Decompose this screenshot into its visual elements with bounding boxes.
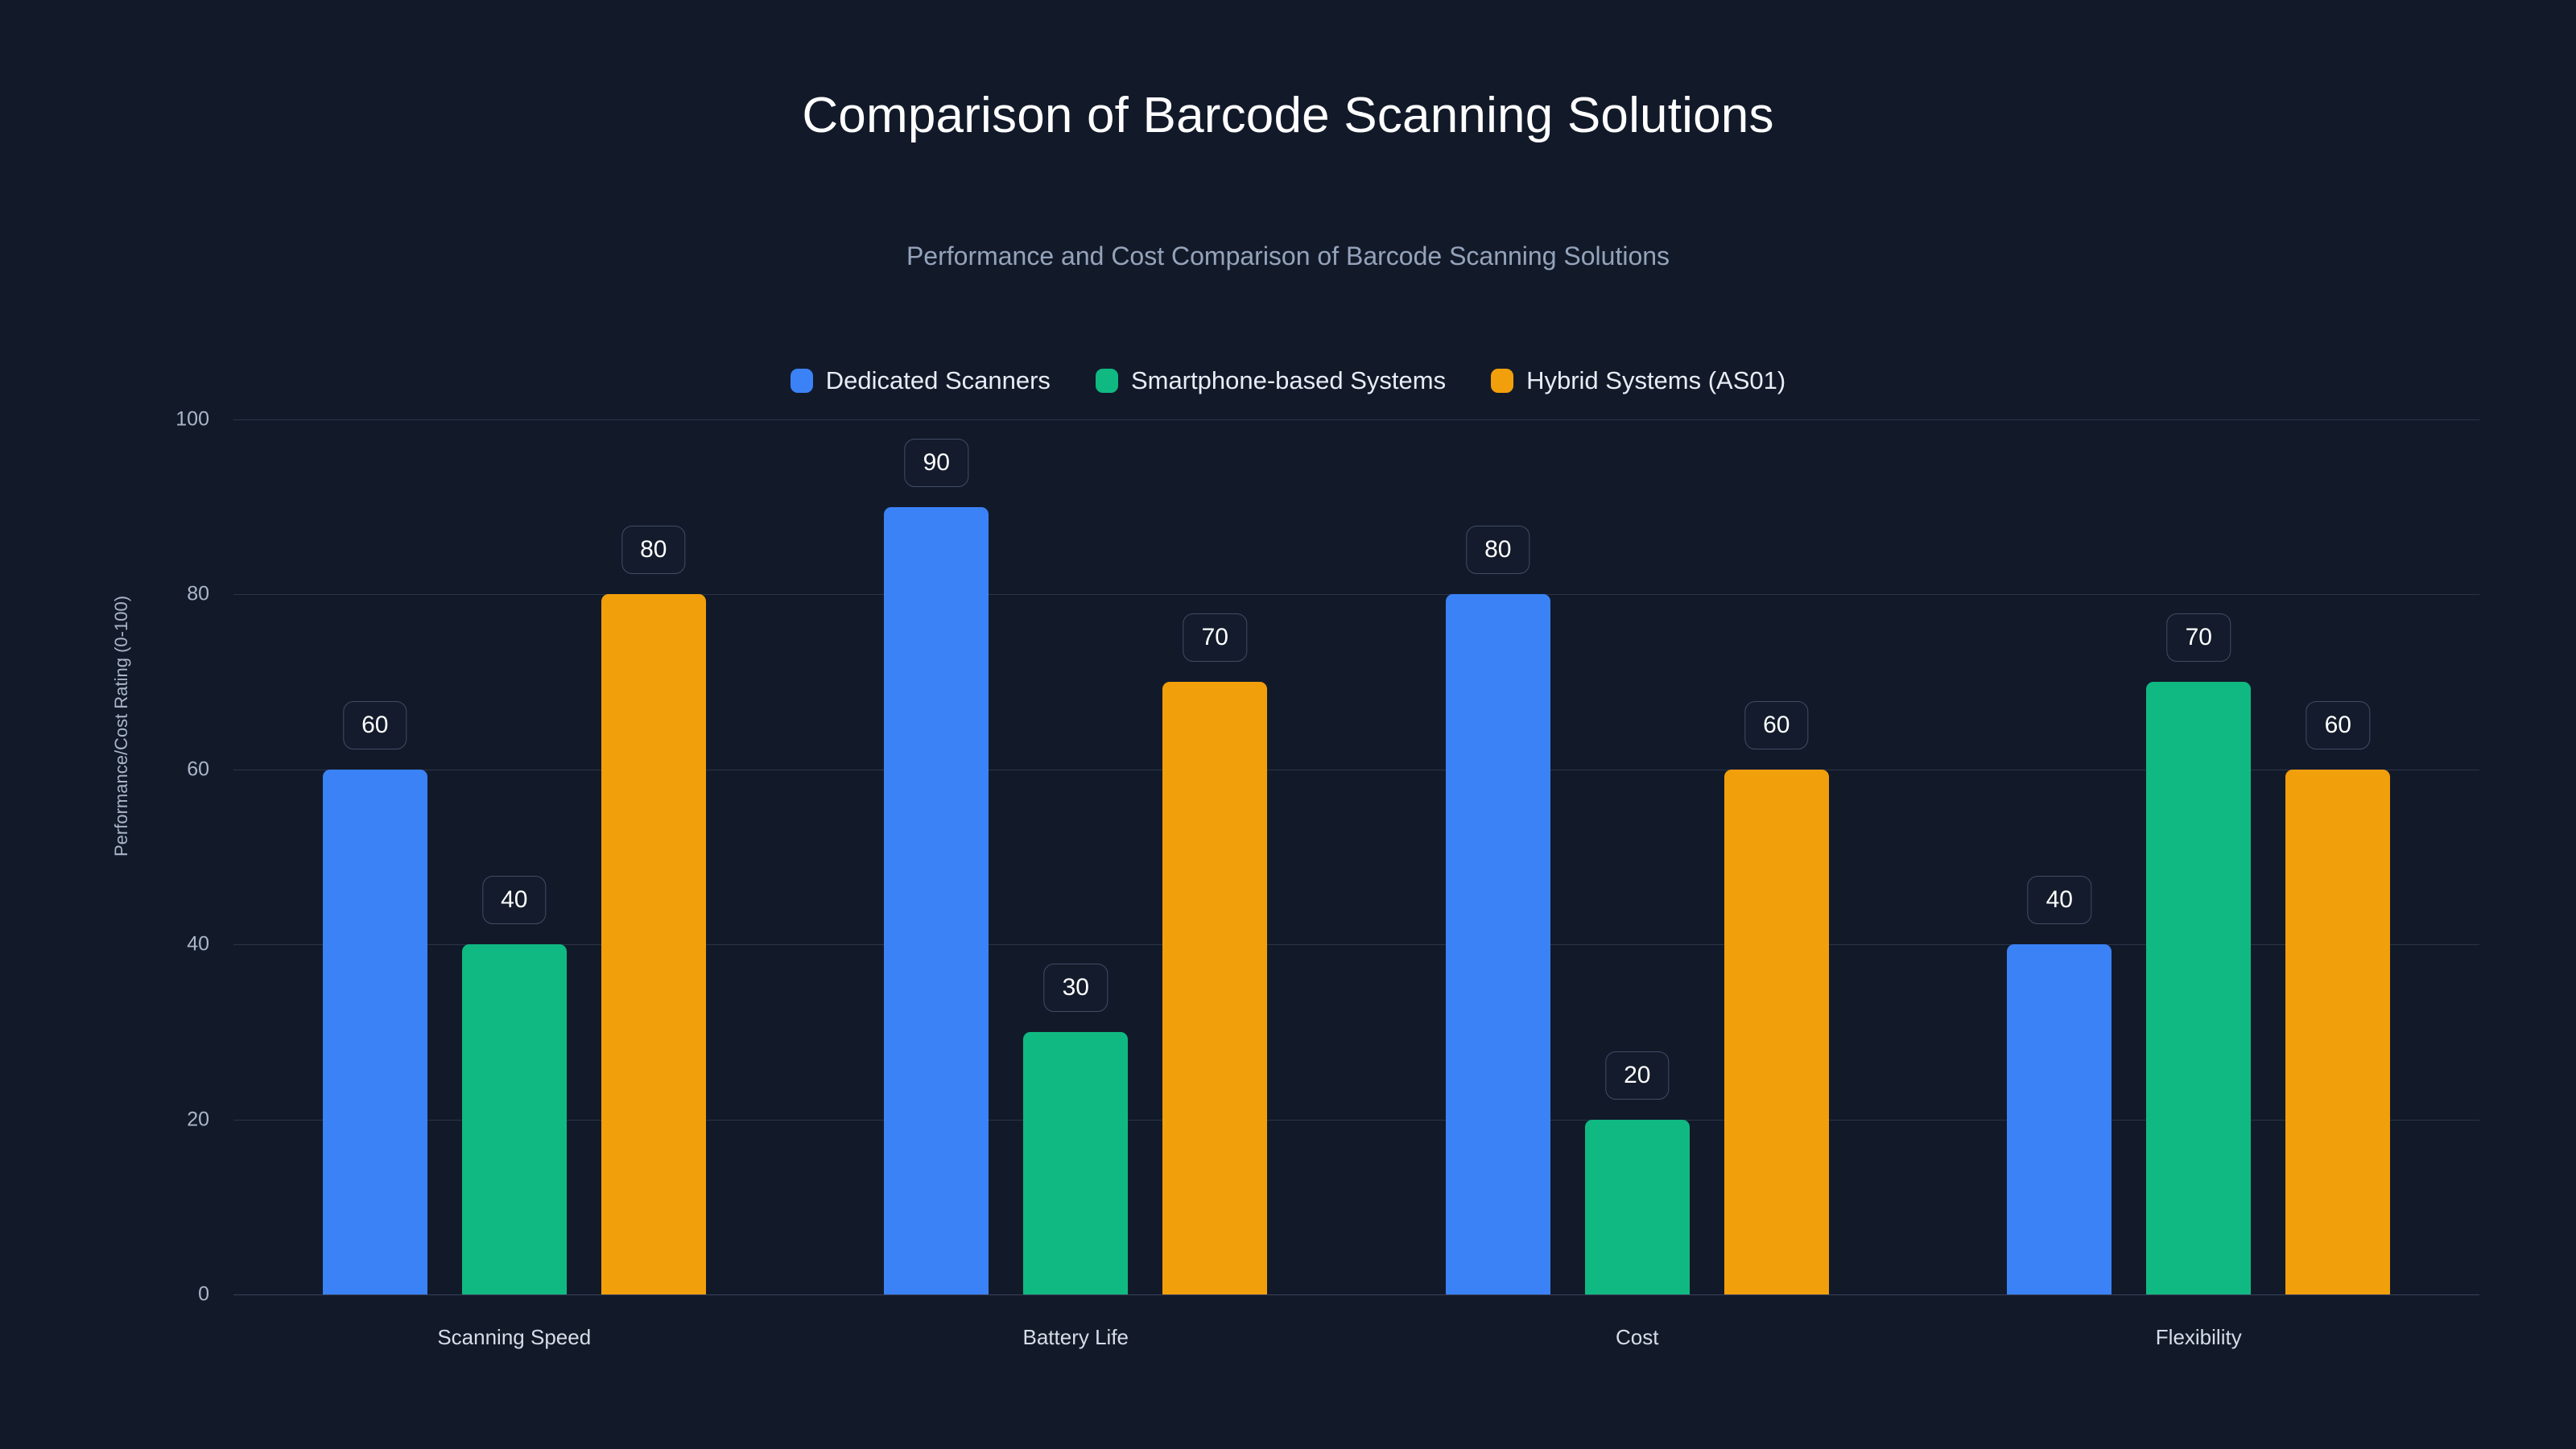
bar-value-label: 90 <box>904 438 968 487</box>
legend-item[interactable]: Hybrid Systems (AS01) <box>1491 366 1785 395</box>
legend-item-label: Dedicated Scanners <box>825 366 1051 394</box>
bar[interactable] <box>1724 769 1829 1294</box>
y-axis-tick-label: 40 <box>187 932 209 956</box>
bar-value-label: 60 <box>1744 700 1809 749</box>
x-axis-category-label: Flexibility <box>2155 1325 2242 1349</box>
bar-value-label: 60 <box>343 700 407 749</box>
bar-value-label: 30 <box>1043 963 1108 1012</box>
bar[interactable] <box>1445 594 1550 1294</box>
bar-value-label: 80 <box>621 526 686 575</box>
bar[interactable] <box>322 769 427 1294</box>
legend-swatch-icon <box>1491 369 1514 393</box>
bar-value-label: 20 <box>1605 1051 1670 1100</box>
chart-title: Comparison of Barcode Scanning Solutions <box>802 88 1774 143</box>
gridline <box>233 419 2479 420</box>
legend-item[interactable]: Smartphone-based Systems <box>1095 366 1447 395</box>
y-axis-tick-label: 60 <box>187 758 209 781</box>
y-axis-tick-label: 0 <box>198 1282 209 1306</box>
legend-swatch-icon <box>790 369 813 393</box>
gridline <box>233 594 2479 596</box>
bar-value-label: 80 <box>1466 526 1530 575</box>
bar[interactable] <box>2285 769 2391 1294</box>
bar[interactable] <box>884 506 989 1294</box>
bar[interactable] <box>1584 1119 1690 1294</box>
x-axis-category-label: Battery Life <box>1022 1325 1129 1349</box>
y-axis-tick-label: 100 <box>175 407 209 431</box>
legend-item-label: Hybrid Systems (AS01) <box>1526 366 1786 394</box>
gridline <box>233 1119 2479 1121</box>
bar[interactable] <box>1162 682 1268 1294</box>
bar[interactable] <box>1023 1031 1129 1294</box>
bar[interactable] <box>461 944 567 1294</box>
bar[interactable] <box>2146 682 2252 1294</box>
legend-item[interactable]: Dedicated Scanners <box>790 366 1051 395</box>
bar-value-label: 40 <box>482 876 547 925</box>
bar-value-label: 70 <box>1183 613 1247 663</box>
bar[interactable] <box>601 594 706 1294</box>
bar-value-label: 70 <box>2166 613 2231 663</box>
bar-value-label: 60 <box>2306 700 2370 749</box>
legend-item-label: Smartphone-based Systems <box>1130 366 1447 394</box>
y-axis-tick-label: 20 <box>187 1108 209 1131</box>
bar[interactable] <box>2007 944 2112 1294</box>
y-axis-title: Performance/Cost Rating (0-100) <box>111 595 131 857</box>
x-axis-category-label: Cost <box>1616 1325 1659 1349</box>
x-axis-category-label: Scanning Speed <box>437 1325 592 1349</box>
chart-legend: Dedicated Scanners Smartphone-based Syste… <box>0 366 2576 395</box>
plot-area: 0 20 40 60 80 100 60 40 80 Scanning Speed 90 30 70 Ba… <box>175 408 2479 1349</box>
bar-value-label: 40 <box>2027 876 2091 925</box>
legend-swatch-icon <box>1095 369 1118 393</box>
x-axis-line <box>233 1294 2479 1295</box>
y-axis-tick-label: 80 <box>187 582 209 605</box>
gridline <box>233 944 2479 946</box>
chart-subtitle: Performance and Cost Comparison of Barco… <box>906 242 1670 270</box>
